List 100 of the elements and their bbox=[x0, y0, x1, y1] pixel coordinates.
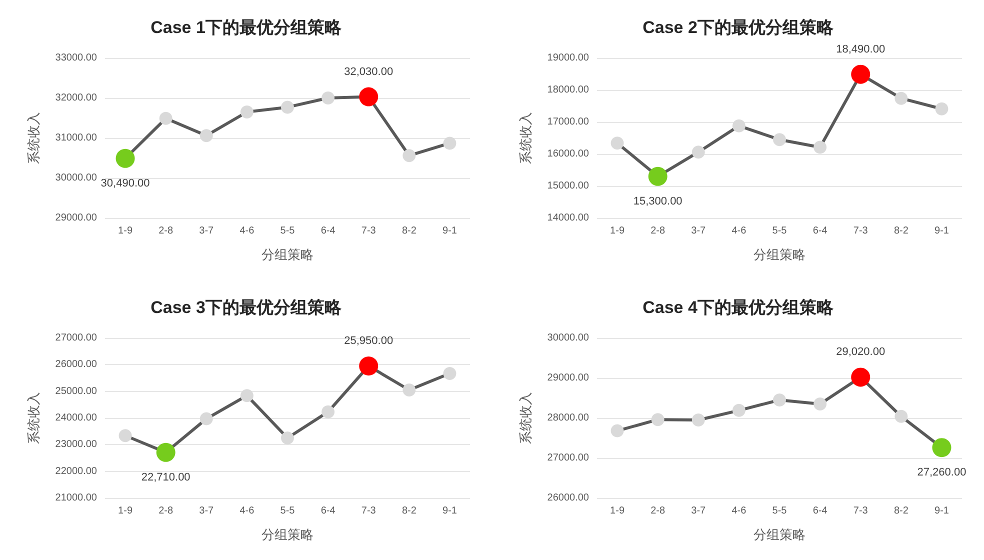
chart-title: Case 1下的最优分组策略 bbox=[150, 18, 342, 37]
x-axis-title: 分组策略 bbox=[262, 247, 314, 262]
y-tick-label: 27000.00 bbox=[547, 452, 590, 464]
point bbox=[322, 92, 335, 104]
point bbox=[894, 410, 908, 423]
x-tick-label: 9-1 bbox=[934, 506, 950, 516]
point bbox=[443, 366, 456, 380]
chart-title: Case 3下的最优分组策略 bbox=[150, 298, 342, 317]
y-tick-label: 15000.00 bbox=[547, 180, 590, 192]
x-tick-label: 9-1 bbox=[934, 226, 950, 236]
point bbox=[118, 429, 132, 442]
x-tick-label: 8-2 bbox=[402, 506, 417, 516]
y-tick-label: 27000.00 bbox=[55, 332, 98, 344]
x-tick-label: 2-8 bbox=[650, 506, 666, 516]
y-tick-label: 24000.00 bbox=[55, 412, 98, 424]
y-axis-title: 系统收入 bbox=[518, 392, 533, 444]
y-tick-label: 29000.00 bbox=[547, 372, 590, 384]
x-tick-label: 7-3 bbox=[361, 226, 376, 236]
y-tick-label: 16000.00 bbox=[547, 148, 590, 160]
point bbox=[814, 140, 827, 154]
y-tick-label: 31000.00 bbox=[55, 132, 98, 144]
x-tick-label: 2-8 bbox=[158, 226, 174, 236]
x-tick-label: 4-6 bbox=[240, 506, 255, 516]
y-tick-label: 14000.00 bbox=[547, 212, 590, 224]
x-tick-label: 5-5 bbox=[280, 506, 296, 516]
data-label: 18,490.00 bbox=[836, 43, 886, 56]
y-tick-label: 23000.00 bbox=[55, 439, 98, 450]
x-tick-label: 3-7 bbox=[691, 226, 706, 236]
point bbox=[935, 102, 948, 116]
point bbox=[200, 412, 213, 426]
y-axis-title: 系统收入 bbox=[26, 392, 41, 444]
y-tick-label: 28000.00 bbox=[547, 412, 590, 424]
x-axis-title: 分组策略 bbox=[754, 247, 806, 262]
x-tick-label: 8-2 bbox=[894, 226, 909, 236]
data-label: 32,030.00 bbox=[344, 66, 394, 78]
y-tick-label: 19000.00 bbox=[547, 52, 590, 64]
x-tick-label: 7-3 bbox=[853, 506, 868, 516]
data-label: 30,490.00 bbox=[100, 177, 150, 190]
x-tick-label: 4-6 bbox=[732, 506, 747, 516]
x-tick-label: 5-5 bbox=[772, 226, 788, 236]
x-tick-label: 3-7 bbox=[199, 226, 214, 236]
point bbox=[402, 384, 416, 396]
x-tick-label: 8-2 bbox=[402, 226, 417, 236]
y-tick-label: 30000.00 bbox=[55, 172, 98, 184]
y-tick-label: 26000.00 bbox=[547, 492, 590, 504]
data-label: 29,020.00 bbox=[836, 346, 886, 358]
y-axis-title: 系统收入 bbox=[26, 112, 41, 164]
x-tick-label: 2-8 bbox=[158, 506, 174, 516]
point bbox=[773, 133, 786, 146]
data-label: 27,260.00 bbox=[917, 466, 966, 479]
x-tick-label: 8-2 bbox=[894, 506, 909, 516]
point bbox=[692, 146, 705, 159]
point bbox=[281, 100, 294, 114]
y-axis-title: 系统收入 bbox=[518, 112, 533, 164]
point bbox=[443, 136, 456, 150]
x-tick-label: 6-4 bbox=[320, 226, 336, 236]
x-tick-label: 6-4 bbox=[320, 506, 336, 516]
point bbox=[732, 404, 746, 417]
x-tick-label: 4-6 bbox=[240, 226, 255, 236]
x-tick-label: 1-9 bbox=[118, 506, 133, 516]
y-tick-label: 33000.00 bbox=[55, 52, 98, 64]
point bbox=[732, 119, 746, 132]
y-tick-label: 32000.00 bbox=[55, 92, 98, 104]
x-tick-label: 7-3 bbox=[361, 506, 376, 516]
point bbox=[610, 136, 624, 150]
x-tick-label: 6-4 bbox=[812, 226, 828, 236]
point bbox=[814, 398, 827, 410]
x-tick-label: 6-4 bbox=[812, 506, 828, 516]
x-tick-label: 9-1 bbox=[442, 506, 458, 516]
y-tick-label: 29000.00 bbox=[55, 212, 98, 224]
point bbox=[773, 394, 786, 406]
x-tick-label: 1-9 bbox=[610, 226, 625, 236]
x-tick-label: 2-8 bbox=[650, 226, 666, 236]
data-label: 15,300.00 bbox=[633, 195, 682, 208]
x-tick-label: 3-7 bbox=[199, 506, 214, 516]
x-axis-title: 分组策略 bbox=[754, 527, 806, 542]
x-tick-label: 7-3 bbox=[853, 226, 868, 236]
point bbox=[402, 149, 416, 162]
point bbox=[159, 112, 172, 125]
point bbox=[692, 414, 705, 426]
y-tick-label: 30000.00 bbox=[547, 332, 590, 344]
x-tick-label: 5-5 bbox=[280, 226, 296, 236]
y-tick-label: 25000.00 bbox=[55, 386, 98, 397]
data-label: 25,950.00 bbox=[344, 335, 394, 347]
point bbox=[281, 432, 294, 444]
y-tick-label: 21000.00 bbox=[55, 492, 98, 504]
x-tick-label: 5-5 bbox=[772, 506, 788, 516]
point bbox=[894, 92, 908, 105]
x-tick-label: 1-9 bbox=[610, 506, 625, 516]
x-tick-label: 1-9 bbox=[118, 226, 133, 236]
point bbox=[651, 413, 664, 426]
chart-title: Case 4下的最优分组策略 bbox=[642, 298, 834, 317]
point bbox=[610, 424, 624, 438]
x-tick-label: 4-6 bbox=[732, 226, 747, 236]
x-axis-title: 分组策略 bbox=[262, 527, 314, 542]
y-tick-label: 17000.00 bbox=[547, 116, 590, 128]
y-tick-label: 18000.00 bbox=[547, 84, 590, 96]
point bbox=[200, 129, 213, 142]
x-tick-label: 3-7 bbox=[691, 506, 706, 516]
x-tick-label: 9-1 bbox=[442, 226, 458, 236]
